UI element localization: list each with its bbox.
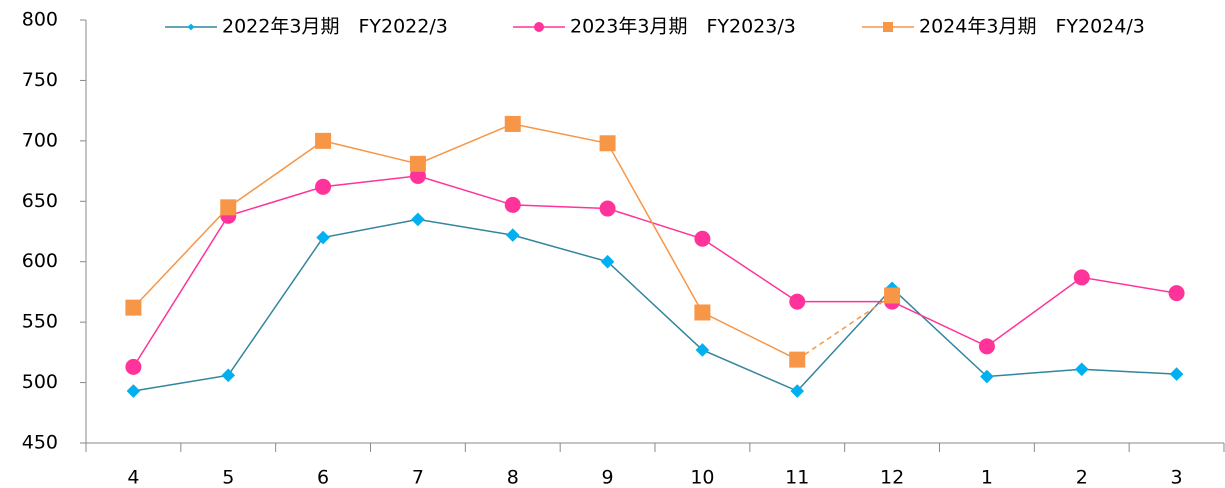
data-point bbox=[315, 132, 332, 149]
data-point bbox=[409, 155, 426, 172]
x-tick-label: 2 bbox=[1076, 467, 1088, 488]
data-point bbox=[1169, 367, 1184, 381]
data-point bbox=[694, 304, 711, 321]
series-line bbox=[133, 218, 1177, 392]
data-point bbox=[316, 230, 330, 245]
data-point bbox=[884, 287, 901, 304]
y-tick-label: 750 bbox=[22, 69, 58, 91]
data-point bbox=[600, 254, 615, 269]
y-tick-label: 650 bbox=[22, 190, 58, 212]
data-point bbox=[789, 351, 806, 368]
data-point bbox=[790, 384, 805, 398]
x-tick-label: 3 bbox=[1171, 467, 1183, 488]
data-point bbox=[220, 199, 237, 216]
x-tick-label: 11 bbox=[785, 467, 809, 488]
data-point bbox=[315, 178, 332, 195]
x-tick-label: 9 bbox=[602, 467, 614, 488]
data-point bbox=[504, 196, 521, 213]
x-tick-label: 4 bbox=[127, 467, 139, 488]
data-point bbox=[599, 135, 616, 152]
data-point bbox=[1168, 285, 1185, 302]
legend-marker bbox=[187, 23, 195, 31]
legend-label: 2023年3月期 FY2023/3 bbox=[570, 16, 796, 38]
y-tick-label: 700 bbox=[22, 129, 58, 151]
data-point bbox=[978, 338, 995, 355]
x-tick-label: 7 bbox=[412, 467, 424, 488]
y-tick-label: 450 bbox=[22, 432, 58, 454]
data-point bbox=[221, 368, 236, 383]
data-point bbox=[125, 358, 142, 375]
data-point bbox=[505, 228, 520, 242]
y-tick-label: 500 bbox=[22, 371, 58, 393]
legend-marker bbox=[883, 22, 893, 32]
data-point bbox=[789, 293, 806, 310]
x-tick-label: 12 bbox=[880, 467, 904, 488]
data-point bbox=[694, 230, 711, 247]
data-point bbox=[980, 369, 994, 384]
data-point bbox=[695, 343, 710, 357]
x-tick-label: 6 bbox=[317, 467, 329, 488]
data-point bbox=[411, 212, 425, 227]
legend-marker bbox=[534, 22, 544, 32]
x-tick-label: 1 bbox=[981, 467, 993, 488]
series-line bbox=[132, 123, 798, 361]
data-point bbox=[1074, 362, 1089, 377]
series-line bbox=[132, 175, 1177, 368]
x-tick-label: 10 bbox=[690, 467, 714, 488]
data-point bbox=[599, 200, 616, 217]
y-tick-label: 550 bbox=[22, 311, 58, 333]
legend-label: 2024年3月期 FY2024/3 bbox=[919, 16, 1145, 38]
y-tick-label: 600 bbox=[22, 250, 58, 272]
data-point bbox=[409, 167, 426, 184]
x-tick-label: 5 bbox=[222, 467, 234, 488]
series-line-dashed bbox=[796, 294, 893, 361]
x-tick-label: 8 bbox=[507, 467, 519, 488]
data-point bbox=[504, 115, 521, 132]
data-point bbox=[125, 299, 142, 316]
data-point bbox=[126, 384, 141, 398]
legend-label: 2022年3月期 FY2022/3 bbox=[222, 16, 448, 38]
data-point bbox=[1073, 269, 1090, 286]
y-tick-label: 800 bbox=[22, 9, 58, 31]
